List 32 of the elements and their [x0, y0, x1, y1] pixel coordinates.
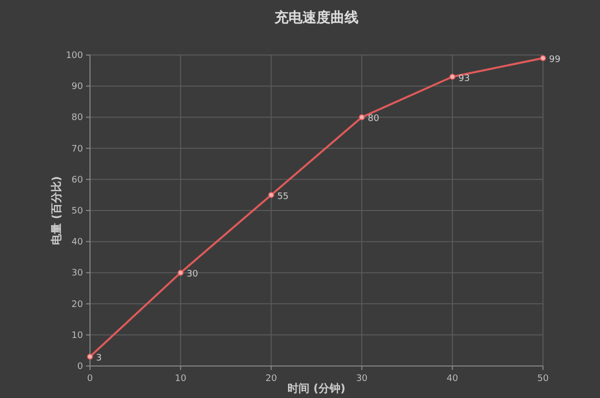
y-tick-label: 30 [72, 268, 84, 279]
point [540, 55, 546, 62]
y-tick-label: 60 [72, 175, 84, 186]
data-label: 80 [368, 114, 380, 124]
y-tick-label: 40 [72, 238, 84, 248]
y-tick-label: 70 [72, 144, 84, 154]
y-tick-label: 90 [72, 82, 84, 92]
chart-title: 充电速度曲线 [274, 9, 358, 26]
x-axis-title: 时间 (分钟) [288, 382, 346, 395]
y-tick-label: 10 [72, 330, 84, 341]
point [449, 74, 456, 80]
point [178, 270, 184, 276]
data-label: 93 [458, 74, 470, 84]
x-tick-label: 0 [87, 374, 94, 384]
data-label: 3 [96, 354, 102, 364]
data-label: 55 [277, 192, 289, 202]
y-tick-label: 0 [77, 362, 84, 372]
x-tick-label: 50 [537, 374, 549, 384]
x-tick-label: 20 [265, 374, 278, 384]
point [87, 354, 93, 360]
x-tick-label: 10 [174, 374, 187, 384]
x-tick-label: 40 [446, 374, 458, 384]
x-tick-label: 30 [356, 374, 368, 384]
point [358, 114, 365, 120]
y-tick-label: 80 [72, 113, 84, 124]
data-label: 30 [186, 270, 198, 280]
y-tick-label: 50 [72, 206, 84, 216]
y-tick-label: 20 [72, 300, 84, 310]
point [268, 192, 274, 198]
y-axis-title: 电量 (百分比) [50, 176, 63, 245]
data-label: 99 [549, 55, 561, 66]
y-tick-label: 100 [66, 51, 84, 61]
